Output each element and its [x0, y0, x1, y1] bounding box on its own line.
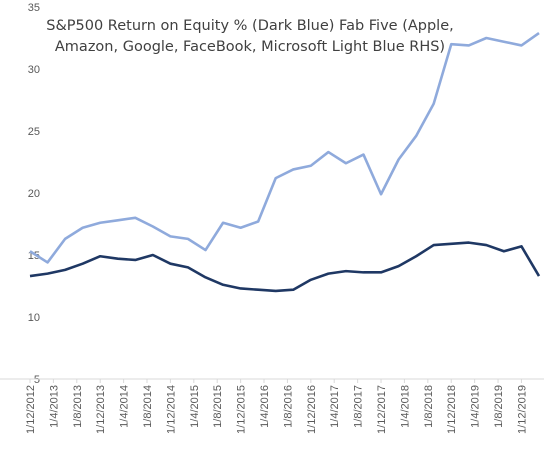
x-tick-label: 1/8/2013 [72, 385, 84, 428]
x-tick-label: 1/4/2013 [48, 385, 60, 428]
x-tick-label: 1/4/2017 [329, 385, 341, 428]
series-line [29, 31, 540, 264]
x-tick-label: 1/8/2015 [212, 385, 224, 428]
x-tick-label: 1/12/2016 [306, 385, 318, 434]
x-tick-label: 1/8/2018 [423, 385, 435, 428]
x-tick-label: 1/4/2015 [189, 385, 201, 428]
x-tick-label: 1/12/2014 [165, 385, 177, 434]
x-tick-label: 1/4/2016 [259, 385, 271, 428]
y-tick-label: 30 [28, 64, 40, 76]
x-tick-label: 1/12/2012 [25, 385, 37, 434]
x-tick-label: 1/4/2019 [470, 385, 482, 428]
x-tick-label: 1/12/2013 [95, 385, 107, 434]
x-tick-label: 1/4/2014 [119, 385, 131, 428]
x-tick-label: 1/12/2015 [236, 385, 248, 434]
chart-title: S&P500 Return on Equity % (Dark Blue) Fa… [46, 18, 454, 55]
title-box: S&P500 Return on Equity % (Dark Blue) Fa… [46, 18, 454, 55]
series-line [29, 241, 541, 293]
y-tick-label: 5 [34, 374, 40, 386]
x-tick-label: 1/8/2017 [353, 385, 365, 428]
x-tick-label: 1/12/2019 [516, 385, 528, 434]
x-tick-label: 1/8/2014 [142, 385, 154, 428]
x-tick-label: 1/12/2017 [376, 385, 388, 434]
y-tick-label: 10 [28, 312, 40, 324]
x-tick-label: 1/8/2019 [493, 385, 505, 428]
y-tick-label: 20 [28, 188, 40, 200]
y-tick-label: 35 [28, 2, 40, 14]
x-tick-label: 1/8/2016 [282, 385, 294, 428]
x-tick-label: 1/4/2018 [399, 385, 411, 428]
y-tick-label: 25 [28, 126, 40, 138]
x-tick-label: 1/12/2018 [446, 385, 458, 434]
